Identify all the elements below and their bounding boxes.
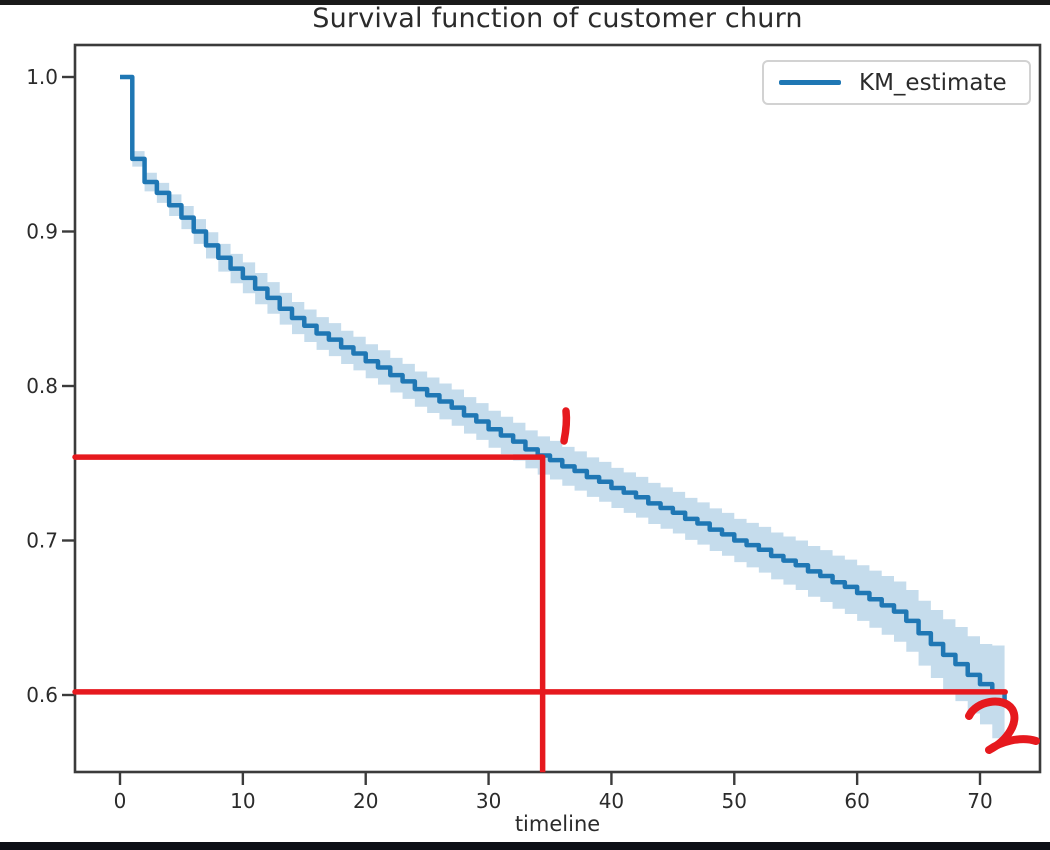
y-tick-label: 1.0 [26,65,58,89]
x-tick-label: 20 [353,789,378,813]
x-tick-label: 0 [114,789,127,813]
legend-label-km-estimate: KM_estimate [859,69,1007,96]
window-border-bottom [0,842,1050,850]
x-tick-label: 50 [722,789,747,813]
y-tick-label: 0.8 [26,374,58,398]
handwritten-mark-1 [560,407,571,445]
plot-spines [73,43,1042,774]
y-tick-label: 0.6 [26,683,58,707]
x-tick-label: 70 [967,789,992,813]
x-axis-label: timeline [514,812,601,836]
window-border-top [0,0,1050,5]
handwritten-mark-2 [965,697,1040,754]
x-tick-label: 40 [599,789,624,813]
km-estimate-curve [120,74,1007,702]
chart-title: Survival function of customer churn [312,3,803,34]
legend-line-sample-km-estimate [779,80,841,85]
x-tick-label: 30 [476,789,501,813]
y-tick-label: 0.9 [26,220,58,244]
y-tick-label: 0.7 [26,529,58,553]
legend-box: KM_estimate [762,60,1031,105]
confidence-band [120,77,1005,751]
x-tick-label: 60 [844,789,869,813]
x-tick-label: 10 [230,789,255,813]
